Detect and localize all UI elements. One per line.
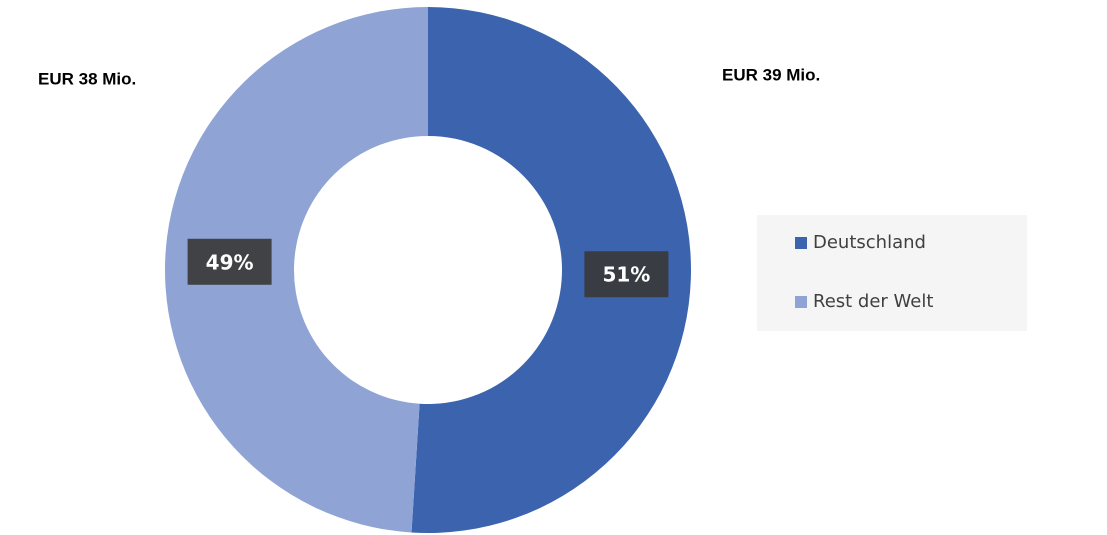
legend-box [757, 215, 1027, 331]
legend-swatch [795, 237, 807, 249]
legend-label: Deutschland [813, 232, 926, 253]
value-label-box [187, 238, 272, 285]
annotation: EUR 38 Mio. [38, 69, 136, 88]
annotation: EUR 39 Mio. [722, 65, 820, 84]
donut-segment [411, 7, 692, 533]
value-label: 51% [602, 263, 650, 287]
value-label: 49% [206, 250, 254, 274]
donut-segment [165, 7, 428, 533]
value-label-box [584, 251, 669, 298]
legend-swatch [795, 296, 807, 308]
legend-label: Rest der Welt [813, 291, 933, 312]
